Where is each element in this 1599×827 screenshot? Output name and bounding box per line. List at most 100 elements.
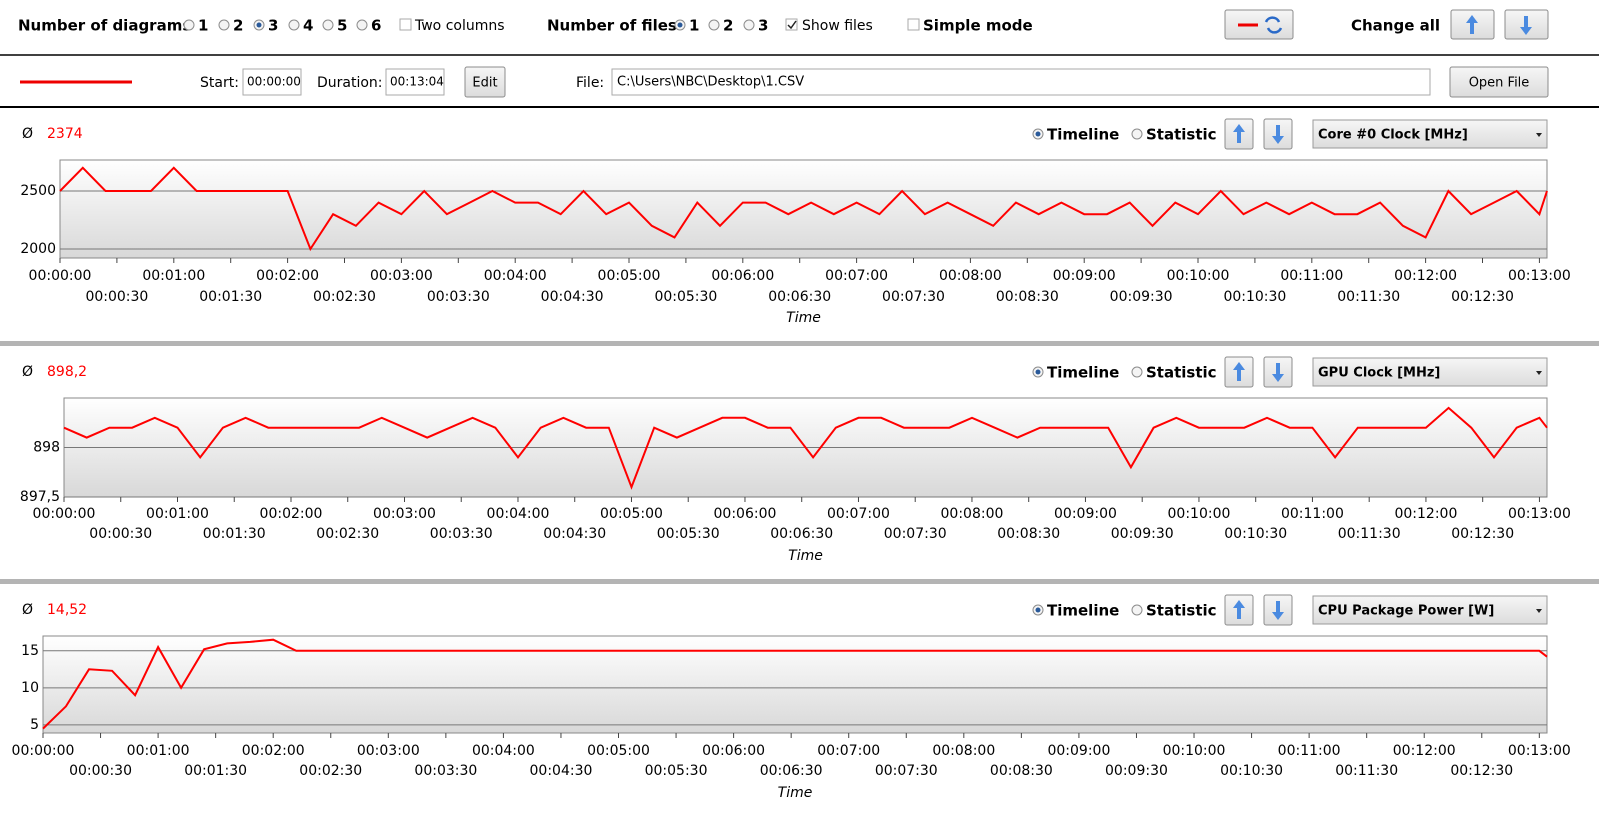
- x-tick-label: 00:05:30: [645, 763, 708, 779]
- x-tick-label: 00:04:30: [541, 289, 604, 305]
- radio[interactable]: [1131, 604, 1143, 616]
- x-tick-label: 00:10:30: [1223, 289, 1286, 305]
- x-tick-label: 00:03:30: [414, 763, 477, 779]
- x-tick-label: 00:01:00: [127, 743, 190, 759]
- x-tick-label: 00:09:00: [1054, 506, 1117, 522]
- x-tick-label: 00:11:30: [1338, 526, 1401, 542]
- view-option[interactable]: Timeline: [1047, 602, 1119, 620]
- x-tick-label: 00:12:00: [1394, 506, 1457, 522]
- x-tick-label: 00:12:00: [1393, 743, 1456, 759]
- option[interactable]: 4: [303, 17, 313, 35]
- radio[interactable]: [1131, 366, 1143, 378]
- view-option[interactable]: Statistic: [1146, 126, 1217, 144]
- dropdown-arrow: [1536, 609, 1542, 613]
- up-arrow: [1466, 15, 1478, 34]
- x-tick-label: 00:10:00: [1163, 743, 1226, 759]
- down-arrow: [1520, 16, 1532, 35]
- x-tick-label: 00:02:30: [316, 526, 379, 542]
- radio[interactable]: [322, 19, 334, 31]
- option[interactable]: 2: [723, 17, 733, 35]
- plot-area: [42, 635, 1548, 734]
- option[interactable]: 3: [268, 17, 278, 35]
- average-symbol: Ø: [22, 364, 33, 380]
- x-tick-label: 00:12:30: [1451, 289, 1514, 305]
- option[interactable]: 2: [233, 17, 243, 35]
- open-button[interactable]: [1449, 66, 1549, 98]
- x-tick-label: 00:03:00: [357, 743, 420, 759]
- edit-button[interactable]: [464, 66, 506, 98]
- radio[interactable]: [708, 19, 720, 31]
- file-bar: Start: 00:00:00 Duration: 00:13:04 Edit …: [0, 66, 1599, 108]
- option[interactable]: 1: [689, 17, 699, 35]
- x-tick-label: 00:13:00: [1508, 743, 1571, 759]
- view-option[interactable]: Timeline: [1047, 126, 1119, 144]
- view-option[interactable]: Statistic: [1146, 364, 1217, 382]
- radio[interactable]: [288, 19, 300, 31]
- x-tick-label: 00:08:00: [941, 506, 1004, 522]
- radio-dot: [1035, 369, 1041, 375]
- channel-name: CPU Package Power [W]: [1318, 604, 1494, 619]
- x-tick-label: 00:05:00: [587, 743, 650, 759]
- option[interactable]: Simple mode: [923, 17, 1033, 35]
- x-axis-label: Time: [786, 310, 821, 326]
- x-tick-label: 00:07:30: [875, 763, 938, 779]
- button-label: Edit: [472, 76, 497, 91]
- radio[interactable]: [1131, 128, 1143, 140]
- checkbox[interactable]: [399, 18, 412, 31]
- channel-select[interactable]: [1312, 357, 1548, 387]
- x-tick-label: 00:04:00: [487, 506, 550, 522]
- input[interactable]: [385, 68, 445, 96]
- radio[interactable]: [743, 19, 755, 31]
- checkbox[interactable]: [907, 18, 920, 31]
- option[interactable]: 5: [337, 17, 347, 35]
- view-option[interactable]: Timeline: [1047, 364, 1119, 382]
- x-tick-label: 00:11:00: [1281, 506, 1344, 522]
- x-tick-label: 00:06:30: [760, 763, 823, 779]
- x-tick-label: 00:10:00: [1167, 268, 1230, 284]
- color-button[interactable]: [1224, 9, 1294, 40]
- x-tick-label: 00:12:30: [1451, 526, 1514, 542]
- x-tick-label: 00:11:00: [1280, 268, 1343, 284]
- radio[interactable]: [183, 19, 195, 31]
- radio[interactable]: [218, 19, 230, 31]
- panel-separator: [0, 579, 1599, 584]
- x-tick-label: 00:13:00: [1508, 268, 1571, 284]
- x-tick-label: 00:00:30: [85, 289, 148, 305]
- option[interactable]: Two columns: [414, 18, 505, 34]
- channel-name: GPU Clock [MHz]: [1318, 366, 1440, 381]
- panel-separator: [0, 341, 1599, 346]
- average-value: 14,52: [47, 602, 87, 618]
- option[interactable]: 6: [371, 17, 381, 35]
- x-tick-label: 00:10:30: [1224, 526, 1287, 542]
- option[interactable]: 3: [758, 17, 768, 35]
- button-label: Open File: [1469, 76, 1530, 91]
- view-option[interactable]: Statistic: [1146, 602, 1217, 620]
- x-tick-label: 00:05:00: [600, 506, 663, 522]
- label: Duration:: [317, 75, 383, 91]
- down-arrow: [1272, 363, 1284, 382]
- option[interactable]: Show files: [802, 18, 873, 34]
- input[interactable]: [242, 68, 302, 96]
- average-value: 2374: [47, 126, 83, 142]
- x-axis-label: Time: [778, 785, 813, 801]
- x-tick-label: 00:10:30: [1220, 763, 1283, 779]
- option[interactable]: 1: [198, 17, 208, 35]
- radio-dot: [1035, 607, 1041, 613]
- input[interactable]: [611, 68, 1431, 96]
- x-tick-label: 00:00:30: [69, 763, 132, 779]
- x-tick-label: 00:03:00: [370, 268, 433, 284]
- x-tick-label: 00:06:00: [711, 268, 774, 284]
- x-tick-label: 00:08:30: [997, 526, 1060, 542]
- x-tick-label: 00:07:00: [825, 268, 888, 284]
- x-tick-label: 00:05:00: [598, 268, 661, 284]
- x-tick-label: 00:02:30: [313, 289, 376, 305]
- dropdown-arrow: [1536, 133, 1542, 137]
- x-tick-label: 00:06:30: [768, 289, 831, 305]
- channel-select[interactable]: [1312, 119, 1548, 149]
- channel-select[interactable]: [1312, 595, 1548, 625]
- x-tick-label: 00:04:00: [472, 743, 535, 759]
- checkbox[interactable]: [785, 18, 798, 31]
- x-tick-label: 00:01:00: [146, 506, 209, 522]
- label: File:: [576, 75, 604, 91]
- radio[interactable]: [356, 19, 368, 31]
